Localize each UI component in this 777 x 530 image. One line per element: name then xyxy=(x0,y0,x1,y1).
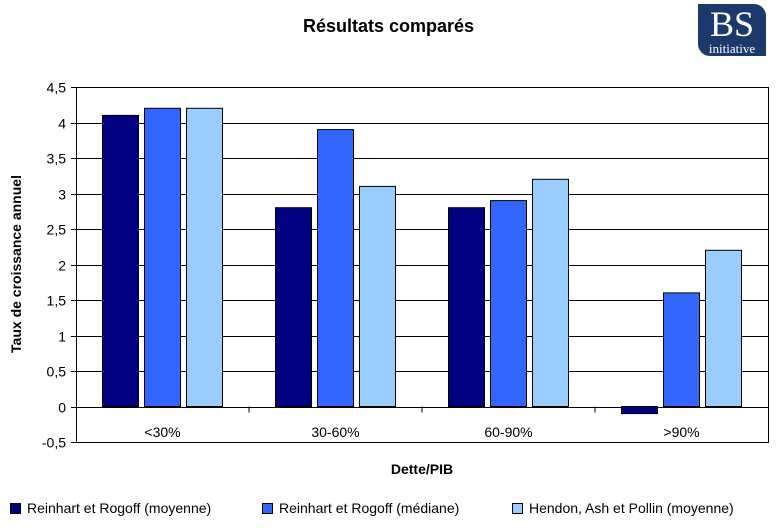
legend-label: Reinhart et Rogoff (moyenne) xyxy=(27,500,212,516)
y-tick-label: 3,5 xyxy=(47,151,67,167)
y-tick-label: 2 xyxy=(58,258,66,274)
x-tick-label: 30-60% xyxy=(311,424,359,440)
legend-item: Hendon, Ash et Pollin (moyenne) xyxy=(512,500,734,516)
bar-2-3 xyxy=(705,249,742,407)
bar-1-0 xyxy=(144,107,181,408)
bar-2-0 xyxy=(186,107,223,408)
bar-2-1 xyxy=(359,185,396,407)
bar-1-2 xyxy=(490,200,527,407)
legend-swatch xyxy=(10,502,21,514)
y-tick-label: 1 xyxy=(58,329,66,345)
y-axis-label: Taux de croissance annuel xyxy=(8,175,24,353)
bar-0-0 xyxy=(102,114,139,408)
legend-label: Hendon, Ash et Pollin (moyenne) xyxy=(529,500,734,516)
legend-swatch xyxy=(512,502,523,514)
y-tick-label: 2,5 xyxy=(47,222,67,238)
y-tick-label: 4,5 xyxy=(47,80,67,96)
bar-0-3 xyxy=(621,406,658,415)
logo-main-text: BS xyxy=(709,4,755,44)
legend-swatch xyxy=(262,502,273,514)
bar-2-2 xyxy=(532,178,569,407)
x-axis-label: Dette/PIB xyxy=(391,461,453,477)
y-tick-label: 1,5 xyxy=(47,293,67,309)
bar-0-1 xyxy=(275,207,312,407)
bar-1-3 xyxy=(663,292,700,407)
y-tick-label: 3 xyxy=(58,187,66,203)
y-tick-label: 0,5 xyxy=(47,364,67,380)
legend-item: Reinhart et Rogoff (médiane) xyxy=(262,500,459,516)
bar-0-2 xyxy=(448,207,485,407)
y-tick-label: 0 xyxy=(58,400,66,416)
y-tick-label: -0,5 xyxy=(42,435,66,451)
chart-title: Résultats comparés xyxy=(302,16,475,36)
legend-item: Reinhart et Rogoff (moyenne) xyxy=(10,500,211,516)
y-tick-label: 4 xyxy=(58,116,66,132)
logo-sub-text: initiative xyxy=(708,41,756,56)
plot-area-border xyxy=(76,87,769,443)
legend-label: Reinhart et Rogoff (médiane) xyxy=(279,500,460,516)
bs-initiative-logo: BS initiative xyxy=(698,4,766,56)
x-tick-label: <30% xyxy=(144,424,180,440)
x-tick-label: 60-90% xyxy=(484,424,532,440)
bar-1-1 xyxy=(317,129,354,407)
x-tick-label: >90% xyxy=(663,424,699,440)
